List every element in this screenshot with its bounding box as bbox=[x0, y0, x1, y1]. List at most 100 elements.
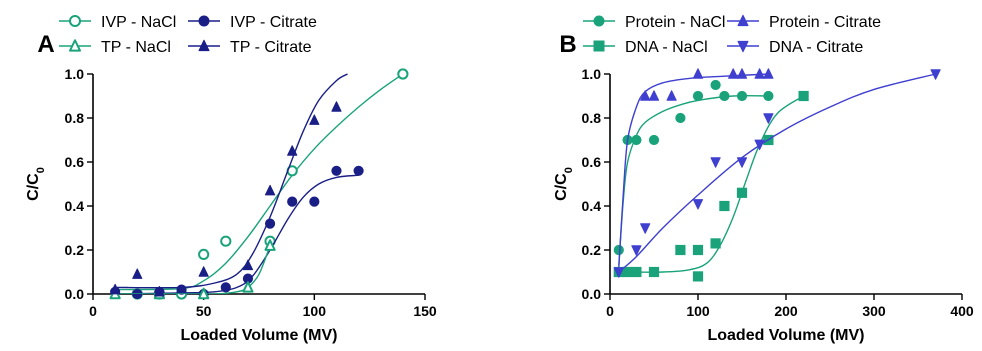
series-protein-citrate bbox=[618, 68, 774, 268]
y-tick-label: 0.2 bbox=[65, 242, 85, 258]
data-point-dna-citrate bbox=[631, 245, 642, 256]
legend-label: Protein - Citrate bbox=[769, 14, 881, 31]
data-point-dna-citrate bbox=[640, 223, 651, 234]
data-point-ivp-citrate bbox=[331, 165, 342, 176]
panel-letter: B bbox=[559, 31, 576, 58]
data-point-tp-citrate bbox=[110, 283, 121, 295]
chart-panel-b: B 0.0 0.2 0.4 0.6 0.8 1.0 0 100 200 300 400 Loaded V… bbox=[553, 14, 974, 344]
legend-label: DNA - NaCl bbox=[625, 39, 708, 56]
data-point-tp-citrate bbox=[264, 184, 276, 196]
x-tick-label: 50 bbox=[196, 303, 212, 319]
legend-entry-ivp-nacl: IVP - NaCl bbox=[59, 14, 176, 31]
series-ivp-citrate bbox=[110, 165, 364, 300]
data-point-dna-citrate bbox=[930, 69, 941, 80]
data-point-protein-nacl bbox=[648, 134, 660, 146]
legend-marker bbox=[593, 40, 605, 52]
y-axis-label-subscript: 0 bbox=[563, 167, 575, 173]
data-point-dna-nacl bbox=[622, 266, 633, 278]
data-point-tp-nacl bbox=[242, 281, 254, 293]
legend-marker bbox=[69, 15, 81, 27]
data-point-tp-citrate bbox=[132, 268, 143, 279]
data-point-tp-citrate bbox=[198, 266, 209, 277]
y-tick-label: 0.0 bbox=[582, 286, 602, 302]
data-point-dna-citrate bbox=[754, 139, 765, 151]
data-point-protein-citrate bbox=[692, 68, 704, 79]
x-tick-label: 0 bbox=[89, 303, 97, 319]
data-point-dna-citrate bbox=[710, 157, 721, 168]
data-point-dna-citrate bbox=[736, 157, 748, 168]
y-tick-label: 0.8 bbox=[582, 110, 602, 126]
x-axis-label: Loaded Volume (MV) bbox=[180, 327, 337, 344]
data-point-protein-nacl bbox=[719, 90, 730, 102]
y-axis-label: C/C0 bbox=[553, 167, 575, 201]
legend-label: IVP - NaCl bbox=[101, 14, 176, 31]
data-point-dna-nacl bbox=[692, 271, 704, 282]
legend-label: TP - Citrate bbox=[230, 39, 312, 56]
x-axis-label: Loaded Volume (MV) bbox=[707, 327, 864, 344]
data-point-ivp-citrate bbox=[287, 196, 298, 207]
y-tick-label: 1.0 bbox=[65, 66, 85, 82]
panel-letter: A bbox=[37, 31, 54, 58]
data-point-ivp-citrate bbox=[353, 165, 364, 176]
series-protein-nacl bbox=[613, 79, 774, 266]
data-point-protein-citrate bbox=[736, 68, 748, 79]
y-tick-label: 0.0 bbox=[65, 286, 85, 302]
data-point-ivp-citrate bbox=[176, 284, 187, 295]
data-point-tp-citrate bbox=[154, 286, 165, 297]
x-tick-label: 200 bbox=[774, 303, 798, 319]
data-point-protein-citrate bbox=[754, 68, 765, 79]
legend-entry-dna-citrate: DNA - Citrate bbox=[727, 39, 863, 56]
data-point-protein-citrate bbox=[640, 90, 651, 101]
data-point-dna-nacl bbox=[692, 244, 704, 256]
data-point-tp-citrate bbox=[242, 259, 254, 271]
data-point-ivp-nacl bbox=[397, 68, 409, 80]
fit-curve-dna-nacl bbox=[618, 95, 804, 273]
data-point-dna-citrate bbox=[613, 267, 624, 278]
legend-marker bbox=[198, 39, 210, 52]
data-point-protein-citrate bbox=[763, 68, 774, 79]
data-point-protein-nacl bbox=[675, 112, 686, 124]
legend-marker bbox=[198, 15, 210, 27]
data-point-tp-nacl bbox=[198, 287, 210, 300]
series-dna-nacl bbox=[613, 90, 809, 282]
fit-curve-tp-citrate bbox=[115, 73, 348, 289]
data-point-protein-nacl bbox=[763, 90, 774, 102]
data-point-dna-nacl bbox=[631, 266, 642, 278]
x-tick-label: 150 bbox=[413, 303, 437, 319]
data-point-protein-citrate bbox=[666, 90, 677, 101]
fit-curve-tp-nacl bbox=[115, 245, 271, 294]
data-point-tp-citrate bbox=[331, 101, 342, 112]
legend-label: Protein - NaCl bbox=[625, 14, 725, 31]
y-tick-label: 1.0 bbox=[582, 66, 602, 82]
fit-curve-ivp-citrate bbox=[115, 174, 359, 294]
legend-label: DNA - Citrate bbox=[769, 39, 863, 56]
legend-entry-protein-nacl: Protein - NaCl bbox=[583, 14, 725, 31]
y-tick-label: 0.8 bbox=[65, 110, 85, 126]
y-axis-label-subscript: 0 bbox=[35, 167, 47, 173]
data-point-ivp-citrate bbox=[309, 196, 320, 207]
legend-entry-tp-nacl: TP - NaCl bbox=[59, 39, 171, 56]
series-tp-citrate bbox=[110, 73, 348, 297]
fit-curve-protein-nacl bbox=[618, 94, 769, 266]
data-point-dna-nacl bbox=[736, 187, 748, 198]
data-point-ivp-nacl bbox=[220, 235, 232, 247]
x-tick-label: 100 bbox=[686, 303, 710, 319]
data-point-dna-nacl bbox=[675, 244, 686, 256]
fit-curve-protein-citrate bbox=[618, 73, 769, 268]
data-point-protein-nacl bbox=[613, 244, 624, 256]
fit-curve-ivp-nacl bbox=[115, 73, 404, 291]
data-point-tp-citrate bbox=[287, 145, 298, 156]
legend-marker bbox=[593, 15, 605, 27]
x-tick-label: 400 bbox=[950, 303, 974, 319]
data-point-dna-nacl bbox=[648, 266, 660, 278]
data-point-protein-nacl bbox=[692, 90, 704, 102]
data-point-tp-nacl bbox=[264, 239, 276, 251]
legend-entry-tp-citrate: TP - Citrate bbox=[188, 39, 312, 56]
legend-entry-protein-citrate: Protein - Citrate bbox=[727, 14, 881, 31]
legend-entry-dna-nacl: DNA - NaCl bbox=[583, 39, 708, 56]
data-point-dna-citrate bbox=[692, 199, 704, 210]
data-point-protein-nacl bbox=[631, 134, 642, 146]
data-point-dna-nacl bbox=[710, 238, 721, 249]
fit-curve-dna-citrate bbox=[618, 73, 936, 273]
